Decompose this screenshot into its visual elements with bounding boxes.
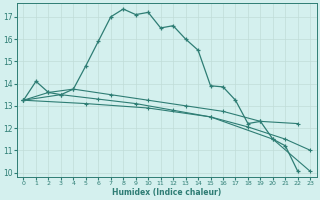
X-axis label: Humidex (Indice chaleur): Humidex (Indice chaleur) xyxy=(112,188,221,197)
